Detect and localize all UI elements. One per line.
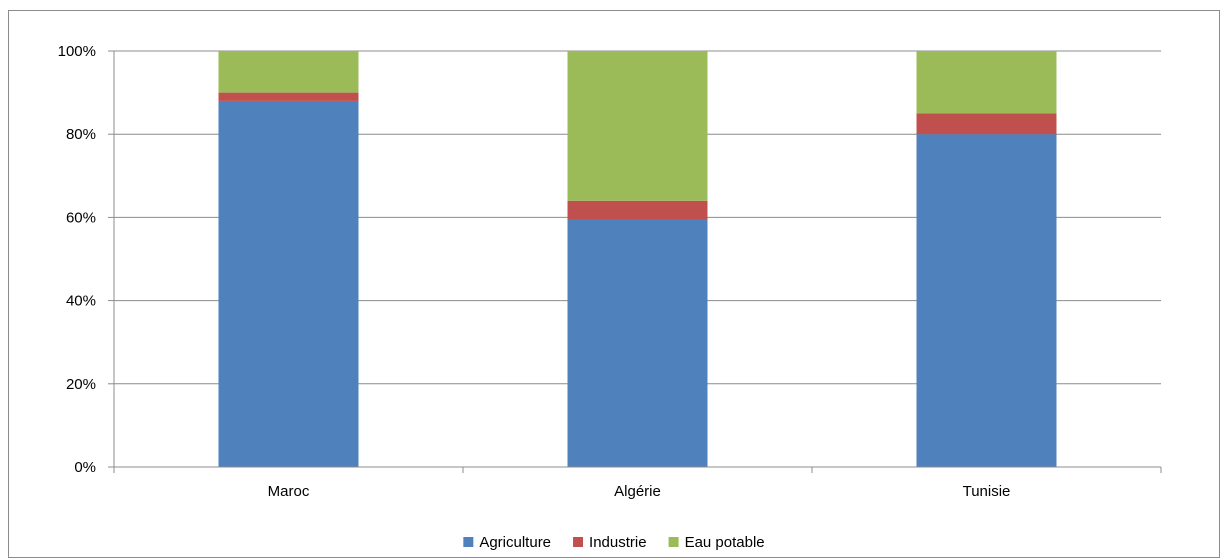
bar-segment-eau-potable xyxy=(567,51,708,201)
x-tick-labels: Maroc Algérie Tunisie xyxy=(268,483,1011,500)
y-tick-labels: 0% 20% 40% 60% 80% 100% xyxy=(58,43,96,476)
legend-label: Agriculture xyxy=(479,534,551,551)
legend: Agriculture Industrie Eau potable xyxy=(463,534,765,551)
bar-segment-industrie xyxy=(218,92,359,101)
bar-segment-industrie xyxy=(916,113,1057,135)
y-tick-label: 40% xyxy=(66,293,96,310)
y-tick-label: 0% xyxy=(74,459,96,476)
bar-segment-agriculture xyxy=(218,100,359,468)
legend-swatch xyxy=(463,537,474,547)
legend-swatch xyxy=(573,537,584,547)
bar-segment-eau-potable xyxy=(218,51,359,93)
bar-segment-agriculture xyxy=(567,219,708,467)
x-tick-label: Tunisie xyxy=(963,483,1011,500)
x-tick-label: Maroc xyxy=(268,483,310,500)
legend-label: Eau potable xyxy=(685,534,765,551)
y-tick-label: 80% xyxy=(66,126,96,143)
y-tick-label: 60% xyxy=(66,209,96,226)
bar-segment-eau-potable xyxy=(916,51,1057,114)
bar-segment-industrie xyxy=(567,200,708,220)
bars xyxy=(218,51,1057,468)
bar-segment-agriculture xyxy=(916,134,1057,467)
axes xyxy=(108,50,1162,473)
legend-label: Industrie xyxy=(589,534,647,551)
y-tick-label: 20% xyxy=(66,376,96,393)
x-tick-label: Algérie xyxy=(614,483,661,500)
y-tick-label: 100% xyxy=(58,43,96,60)
legend-swatch xyxy=(668,537,679,547)
